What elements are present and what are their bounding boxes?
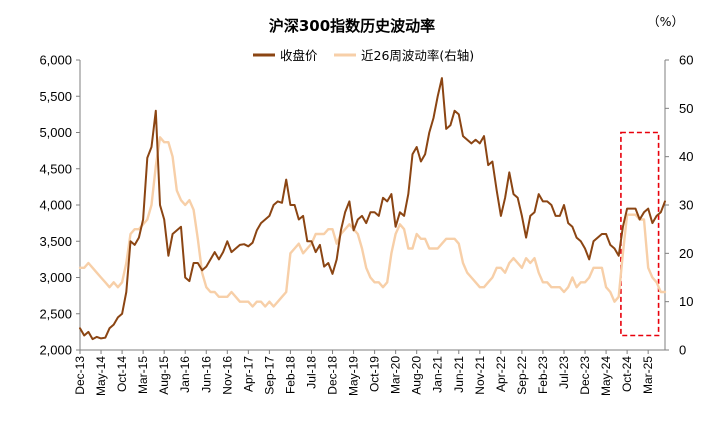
x-tick-label: Mar-25 [641, 356, 655, 394]
x-tick-label: Apr-22 [494, 356, 508, 392]
series-line-close [79, 77, 666, 341]
x-tick-label: Mar-20 [389, 356, 403, 394]
left-y-tick-label: 5,000 [39, 125, 72, 140]
series-line-volatility [78, 136, 667, 308]
x-tick-label: Nov-16 [220, 356, 234, 395]
right-y-tick-label: 0 [679, 343, 686, 358]
legend-label-close: 收盘价 [280, 48, 318, 63]
legend: 收盘价 近26周波动率(右轴) [253, 48, 474, 63]
x-tick-label: Sep-17 [262, 356, 276, 395]
left-y-tick-label: 4,000 [39, 198, 72, 213]
x-tick-label: Jan-21 [431, 356, 445, 393]
x-tick-label: Dec-18 [326, 356, 340, 395]
x-tick-label: Sep-22 [515, 356, 529, 395]
x-tick-label: May-24 [599, 356, 613, 396]
x-tick-label: Feb-23 [536, 356, 550, 394]
right-y-tick-label: 50 [679, 101, 693, 116]
x-tick-label: Oct-19 [368, 356, 382, 392]
right-axis-unit: （%） [647, 14, 684, 29]
x-tick-label: Dec-23 [578, 356, 592, 395]
x-tick-label: Oct-14 [115, 356, 129, 392]
chart-title: 沪深300指数历史波动率 [269, 17, 435, 35]
x-tick-label: Apr-17 [241, 356, 255, 392]
x-tick-label: Aug-20 [410, 356, 424, 395]
highlight-box [620, 131, 660, 337]
x-tick-label: Feb-18 [283, 356, 297, 394]
left-y-tick-label: 2,500 [39, 306, 72, 321]
left-y-tick-label: 6,000 [39, 53, 72, 68]
axes: 2,000 2,500 3,000 3,500 4,000 4,500 5,000 5,500… [39, 53, 693, 397]
right-y-tick-label: 40 [679, 149, 693, 164]
series-layer [78, 77, 667, 341]
legend-label-volatility: 近26周波动率(右轴) [361, 48, 474, 63]
x-tick-label: Oct-24 [620, 356, 634, 392]
x-tick-label: Jul-23 [557, 356, 571, 389]
x-tick-label: Aug-15 [157, 356, 171, 395]
right-y-tick-label: 30 [679, 198, 693, 213]
right-y-tick-label: 20 [679, 246, 693, 261]
x-tick-label: Dec-13 [73, 356, 87, 395]
x-tick-label: Jun-21 [452, 356, 466, 393]
x-tick-label: Jun-16 [199, 356, 213, 393]
x-tick-label: Mar-15 [136, 356, 150, 394]
x-tick-label: May-14 [94, 356, 108, 396]
highlight-rect [620, 131, 660, 337]
x-tick-label: Nov-21 [473, 356, 487, 395]
left-y-tick-label: 4,500 [39, 161, 72, 176]
x-tick-label: May-19 [347, 356, 361, 396]
right-y-tick-label: 10 [679, 294, 693, 309]
left-y-tick-label: 3,500 [39, 234, 72, 249]
x-tick-label: Jan-16 [178, 356, 192, 393]
left-y-tick-label: 2,000 [39, 343, 72, 358]
left-y-tick-label: 5,500 [39, 89, 72, 104]
left-y-tick-label: 3,000 [39, 270, 72, 285]
x-tick-label: Jul-18 [304, 356, 318, 389]
right-y-tick-label: 60 [679, 53, 693, 68]
